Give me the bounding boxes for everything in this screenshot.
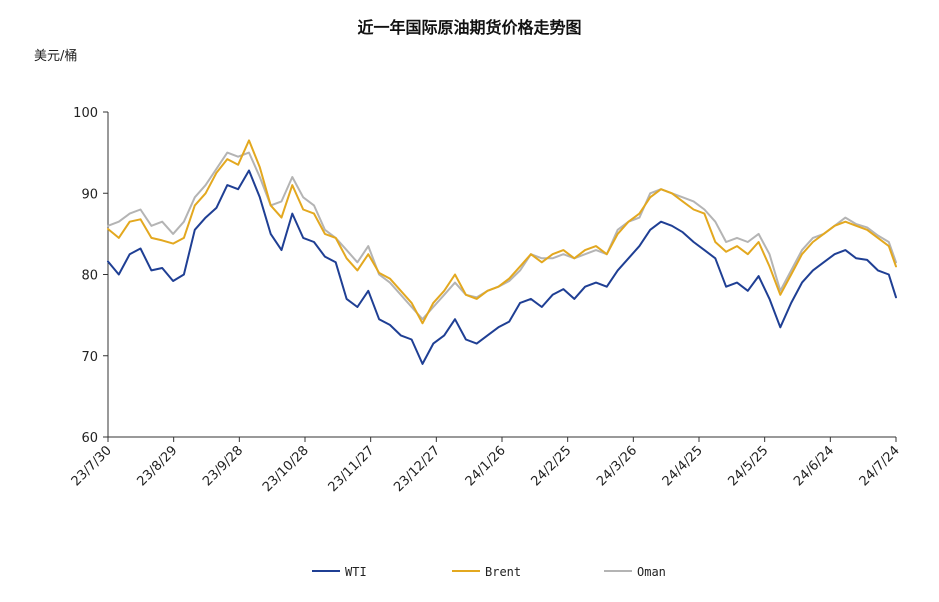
y-tick-label: 90 bbox=[81, 187, 98, 202]
x-tick-label: 24/2/25 bbox=[528, 443, 574, 489]
y-tick-label: 100 bbox=[73, 106, 98, 121]
series-line-oman bbox=[107, 151, 897, 321]
x-tick-label: 24/7/24 bbox=[857, 443, 903, 489]
x-tick-label: 24/5/25 bbox=[725, 443, 771, 489]
series-line-wti bbox=[107, 169, 897, 365]
axes: 60 70 80 90 100 23/7/30 23/8/29 23/9/28 23/10/28… bbox=[69, 106, 903, 495]
legend: WTI Brent Oman bbox=[312, 565, 666, 579]
x-tick-label: 24/6/24 bbox=[791, 443, 837, 489]
y-axis-unit-label: 美元/桶 bbox=[34, 49, 78, 64]
x-tick-label: 23/9/28 bbox=[200, 443, 246, 489]
x-tick-label: 23/12/27 bbox=[391, 443, 443, 495]
x-tick-label: 24/1/26 bbox=[463, 443, 509, 489]
y-tick-label: 70 bbox=[81, 350, 98, 365]
x-tick-label: 23/11/27 bbox=[326, 443, 378, 495]
legend-label-brent: Brent bbox=[485, 565, 521, 579]
legend-label-oman: Oman bbox=[637, 565, 666, 579]
y-tick-label: 80 bbox=[81, 269, 98, 284]
x-tick-label: 24/3/26 bbox=[594, 443, 640, 489]
x-tick-label: 24/4/25 bbox=[660, 443, 706, 489]
x-tick-label: 23/10/28 bbox=[260, 443, 312, 495]
x-tick-label: 23/7/30 bbox=[69, 443, 115, 489]
legend-label-wti: WTI bbox=[345, 565, 367, 579]
chart-title: 近一年国际原油期货价格走势图 bbox=[357, 18, 582, 37]
series-layer bbox=[107, 139, 897, 365]
series-line-brent bbox=[107, 139, 897, 325]
y-tick-label: 60 bbox=[81, 431, 98, 446]
x-tick-label: 23/8/29 bbox=[134, 443, 180, 489]
